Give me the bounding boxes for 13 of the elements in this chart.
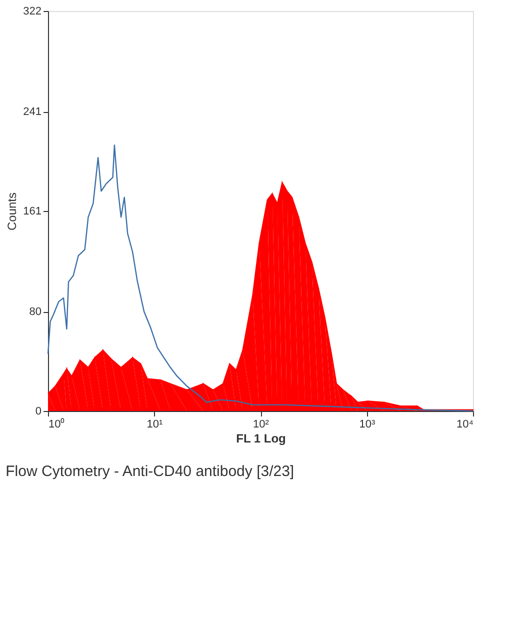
- y-axis-title: Counts: [5, 192, 20, 231]
- y-tick-label: 322: [23, 6, 42, 18]
- x-tick-label: 10⁴: [456, 418, 474, 430]
- y-tick-label: 80: [29, 306, 42, 318]
- x-tick-label: 10⁰: [48, 418, 65, 430]
- y-tick-label: 161: [23, 206, 42, 218]
- x-tick-label: 10³: [359, 418, 376, 430]
- text: Flow Cytometry - Anti-CD40 antibody [3/23]: [6, 463, 294, 480]
- y-tick-label: 241: [23, 106, 42, 118]
- y-tick-label: 0: [35, 406, 42, 418]
- x-axis-title: FL 1 Log: [236, 432, 286, 446]
- x-tick-label: 10¹: [146, 418, 164, 430]
- x-tick-label: 10²: [253, 418, 270, 430]
